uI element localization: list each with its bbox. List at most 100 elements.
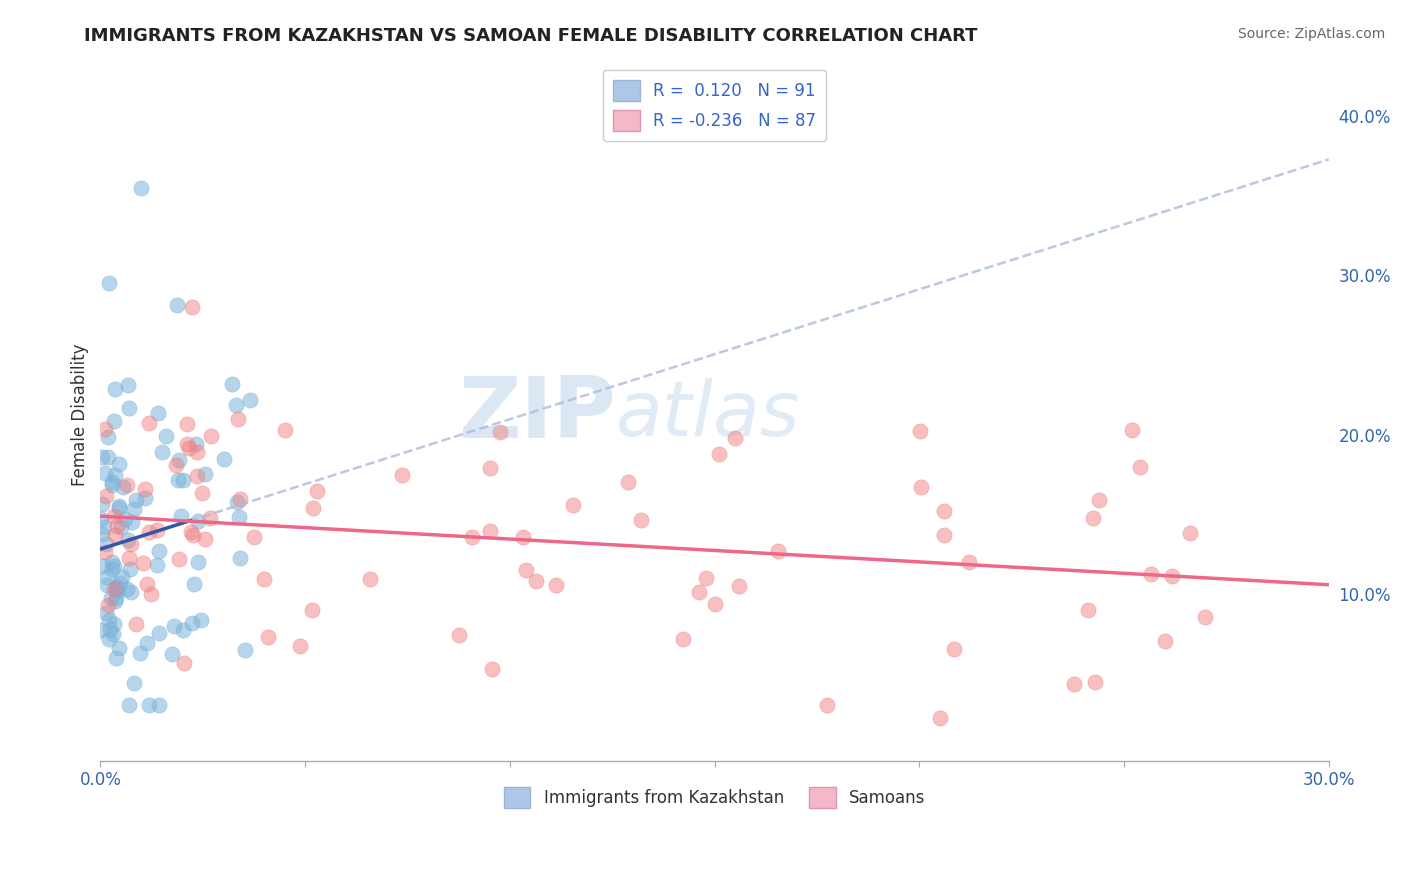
Point bbox=[138, 698, 160, 713]
Point bbox=[104, 527, 127, 541]
Point bbox=[229, 491, 252, 506]
Point bbox=[115, 582, 138, 597]
Point bbox=[515, 563, 537, 577]
Point bbox=[97, 277, 120, 291]
Point bbox=[96, 537, 118, 551]
Point bbox=[103, 508, 125, 523]
Point bbox=[107, 499, 129, 513]
Point bbox=[97, 632, 120, 647]
Point bbox=[134, 482, 156, 496]
Point bbox=[94, 545, 117, 559]
Point bbox=[103, 558, 125, 573]
Point bbox=[181, 528, 204, 542]
Point bbox=[94, 422, 117, 436]
Point bbox=[239, 393, 262, 408]
Point bbox=[117, 377, 139, 392]
Point bbox=[932, 528, 955, 542]
Point bbox=[707, 447, 730, 461]
Point bbox=[928, 711, 950, 725]
Point bbox=[97, 450, 120, 464]
Point bbox=[512, 530, 534, 544]
Point bbox=[150, 445, 173, 459]
Point bbox=[160, 647, 183, 661]
Point bbox=[167, 473, 190, 487]
Point bbox=[198, 510, 221, 524]
Point bbox=[561, 498, 583, 512]
Point bbox=[942, 641, 965, 656]
Point bbox=[728, 579, 751, 593]
Point bbox=[117, 533, 139, 547]
Point bbox=[815, 698, 838, 713]
Point bbox=[274, 423, 297, 437]
Point bbox=[177, 441, 200, 455]
Text: Source: ZipAtlas.com: Source: ZipAtlas.com bbox=[1237, 27, 1385, 41]
Point bbox=[96, 578, 118, 592]
Point bbox=[181, 300, 204, 314]
Point bbox=[228, 550, 250, 565]
Point bbox=[1180, 526, 1202, 541]
Text: atlas: atlas bbox=[616, 378, 801, 452]
Point bbox=[170, 508, 193, 523]
Point bbox=[107, 641, 129, 656]
Point bbox=[94, 606, 117, 620]
Point bbox=[107, 457, 129, 471]
Point bbox=[135, 636, 157, 650]
Point bbox=[125, 493, 148, 508]
Point bbox=[103, 616, 125, 631]
Point bbox=[98, 613, 121, 627]
Point bbox=[148, 626, 170, 640]
Point bbox=[225, 495, 247, 509]
Point bbox=[704, 597, 727, 611]
Point bbox=[544, 578, 567, 592]
Point bbox=[148, 698, 170, 713]
Point bbox=[688, 584, 710, 599]
Point bbox=[180, 525, 202, 540]
Point bbox=[1063, 677, 1085, 691]
Point bbox=[107, 583, 129, 598]
Point bbox=[100, 478, 122, 492]
Point bbox=[118, 550, 141, 565]
Point bbox=[105, 581, 128, 595]
Point bbox=[105, 582, 128, 597]
Point bbox=[124, 502, 146, 516]
Point bbox=[186, 444, 208, 458]
Point bbox=[695, 571, 717, 585]
Point bbox=[120, 537, 142, 551]
Point bbox=[141, 587, 163, 601]
Point bbox=[97, 598, 120, 612]
Point bbox=[391, 467, 413, 482]
Point bbox=[1121, 423, 1143, 437]
Point bbox=[108, 500, 131, 515]
Point bbox=[103, 582, 125, 596]
Point bbox=[118, 561, 141, 575]
Point bbox=[186, 469, 208, 483]
Point bbox=[134, 491, 156, 505]
Point bbox=[228, 412, 250, 426]
Point bbox=[671, 632, 693, 647]
Point bbox=[91, 526, 114, 541]
Point bbox=[183, 576, 205, 591]
Point bbox=[1083, 510, 1105, 524]
Point bbox=[187, 555, 209, 569]
Point bbox=[98, 622, 121, 636]
Point bbox=[221, 377, 243, 392]
Point bbox=[146, 406, 169, 420]
Point bbox=[163, 619, 186, 633]
Point bbox=[129, 181, 152, 195]
Point bbox=[136, 577, 159, 591]
Text: ZIP: ZIP bbox=[458, 373, 616, 457]
Point bbox=[524, 574, 547, 588]
Point bbox=[1083, 675, 1105, 690]
Point bbox=[1129, 460, 1152, 475]
Text: IMMIGRANTS FROM KAZAKHSTAN VS SAMOAN FEMALE DISABILITY CORRELATION CHART: IMMIGRANTS FROM KAZAKHSTAN VS SAMOAN FEM… bbox=[84, 27, 977, 45]
Legend: Immigrants from Kazakhstan, Samoans: Immigrants from Kazakhstan, Samoans bbox=[498, 780, 932, 815]
Point bbox=[212, 451, 235, 466]
Point bbox=[1153, 633, 1175, 648]
Point bbox=[146, 523, 169, 537]
Point bbox=[173, 473, 195, 487]
Point bbox=[94, 489, 117, 503]
Point bbox=[94, 466, 117, 480]
Point bbox=[910, 480, 932, 494]
Point bbox=[101, 562, 124, 576]
Point bbox=[105, 518, 128, 533]
